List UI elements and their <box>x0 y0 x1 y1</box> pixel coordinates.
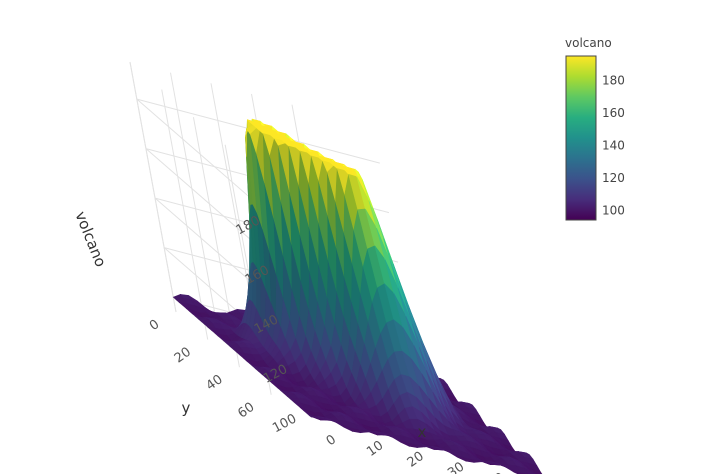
x-gridline <box>170 72 217 323</box>
colorbar-title: volcano <box>565 36 612 50</box>
surface-cell <box>530 470 537 474</box>
surface-cell <box>515 465 529 474</box>
x-tick-label: 10 <box>364 438 386 460</box>
z-tick-label: 100 <box>270 411 299 436</box>
colorbar-tick-label: 140 <box>602 138 625 152</box>
y-gridline <box>161 89 209 340</box>
x-axis-title: x <box>418 423 427 441</box>
y-tick-label: 60 <box>235 400 257 422</box>
surface-cell <box>511 469 522 474</box>
colorbar-ticks: 100 120 140 160 180 <box>602 73 625 217</box>
y-gridline <box>129 61 177 313</box>
surface-cell <box>523 467 536 474</box>
x-tick-label: 30 <box>445 459 467 474</box>
surface-cell <box>531 468 543 474</box>
colorbar-tick-label: 160 <box>602 106 625 120</box>
y-tick-label: 40 <box>204 372 226 394</box>
colorbar: volcano 100 120 140 160 180 <box>565 36 625 221</box>
surface-cell <box>533 472 537 474</box>
colorbar-gradient <box>565 55 597 221</box>
y-tick-label: 0 <box>147 317 162 334</box>
z-axis-title: volcano <box>71 209 110 270</box>
colorbar-tick-label: 100 <box>602 203 625 217</box>
colorbar-tick-label: 120 <box>602 171 625 185</box>
y-tick-label: 20 <box>172 345 194 367</box>
colorbar-tick-label: 180 <box>602 73 625 87</box>
x-tick-label: 40 <box>486 470 508 474</box>
x-tick-label: 0 <box>324 432 339 449</box>
x-tick-label: 20 <box>405 449 427 471</box>
volcano-surface[interactable] <box>172 118 553 474</box>
y-axis-title: y <box>182 399 191 417</box>
z-gridline <box>136 98 380 220</box>
